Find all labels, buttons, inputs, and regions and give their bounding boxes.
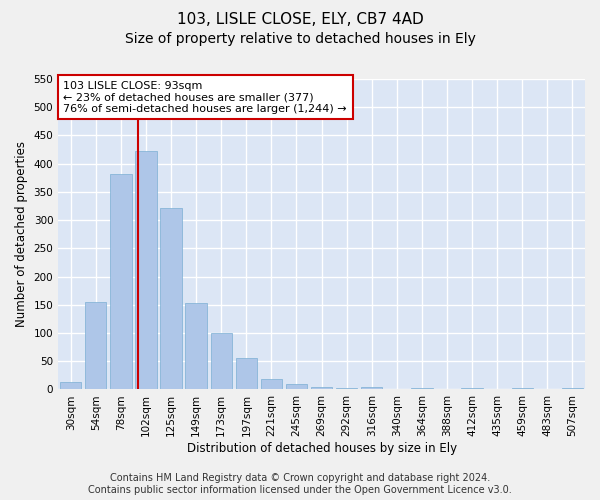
X-axis label: Distribution of detached houses by size in Ely: Distribution of detached houses by size … <box>187 442 457 455</box>
Bar <box>236 358 257 390</box>
Bar <box>286 384 307 390</box>
Bar <box>85 302 106 390</box>
Bar <box>512 388 533 390</box>
Bar <box>185 303 207 390</box>
Bar <box>211 333 232 390</box>
Bar <box>60 382 82 390</box>
Bar <box>562 388 583 390</box>
Bar <box>136 152 157 390</box>
Bar <box>110 174 131 390</box>
Bar <box>411 388 433 390</box>
Bar <box>160 208 182 390</box>
Text: Contains HM Land Registry data © Crown copyright and database right 2024.
Contai: Contains HM Land Registry data © Crown c… <box>88 474 512 495</box>
Bar <box>336 388 358 390</box>
Y-axis label: Number of detached properties: Number of detached properties <box>15 141 28 327</box>
Bar <box>361 386 382 390</box>
Bar <box>461 388 483 390</box>
Text: Size of property relative to detached houses in Ely: Size of property relative to detached ho… <box>125 32 475 46</box>
Text: 103, LISLE CLOSE, ELY, CB7 4AD: 103, LISLE CLOSE, ELY, CB7 4AD <box>176 12 424 28</box>
Text: 103 LISLE CLOSE: 93sqm
← 23% of detached houses are smaller (377)
76% of semi-de: 103 LISLE CLOSE: 93sqm ← 23% of detached… <box>64 80 347 114</box>
Bar <box>311 386 332 390</box>
Bar <box>261 378 282 390</box>
